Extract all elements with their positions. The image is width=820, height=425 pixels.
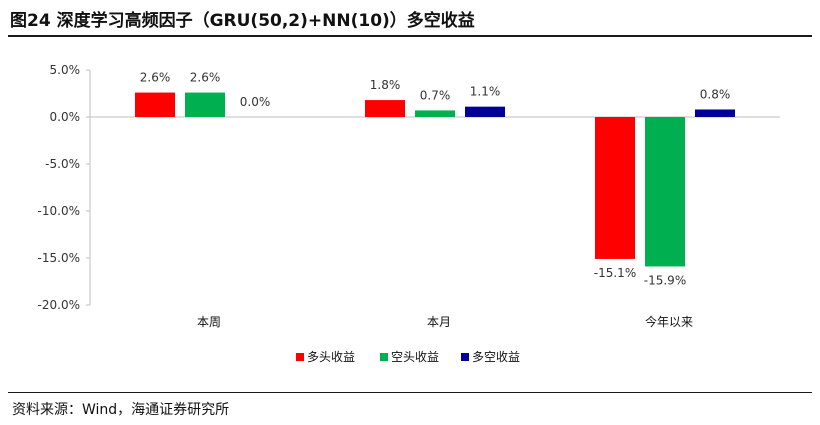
source-note: 资料来源：Wind，海通证券研究所 <box>12 402 230 418</box>
bar <box>645 117 685 267</box>
title-divider <box>8 35 812 37</box>
legend-swatch <box>380 353 388 361</box>
legend-swatch <box>461 353 469 361</box>
data-label: 2.6% <box>190 71 221 85</box>
bar <box>695 109 735 117</box>
bar <box>595 117 635 259</box>
data-label: 0.0% <box>240 95 271 109</box>
bar <box>185 92 225 117</box>
legend-label: 多头收益 <box>307 350 355 364</box>
y-tick-label: 5.0% <box>50 63 81 77</box>
y-tick-label: -20.0% <box>38 298 80 312</box>
bar <box>415 110 455 117</box>
y-tick-label: -5.0% <box>45 157 80 171</box>
y-tick-label: -10.0% <box>38 204 80 218</box>
data-label: 0.8% <box>700 87 731 101</box>
x-category-label: 本月 <box>427 315 451 329</box>
bar <box>135 92 175 117</box>
chart-title: 图24 深度学习高频因子（GRU(50,2)+NN(10)）多空收益 <box>10 11 475 31</box>
legend-label: 空头收益 <box>391 350 439 364</box>
data-label: 1.1% <box>470 85 501 99</box>
data-label: 0.7% <box>420 88 451 102</box>
data-label: 1.8% <box>370 78 401 92</box>
legend-swatch <box>296 353 304 361</box>
data-label: -15.1% <box>594 266 636 280</box>
bar <box>365 100 405 117</box>
legend-label: 多空收益 <box>472 350 520 364</box>
bar-chart: 5.0% 0.0% -5.0% -10.0% -15.0% -20.0% 2.6% 2.6% 0… <box>38 63 780 364</box>
bar <box>465 106 505 117</box>
data-label: 2.6% <box>140 71 171 85</box>
y-tick-label: 0.0% <box>50 110 81 124</box>
y-tick-label: -15.0% <box>38 251 80 265</box>
data-label: -15.9% <box>644 273 686 287</box>
x-category-label: 今年以来 <box>645 314 693 329</box>
x-category-label: 本周 <box>197 315 221 329</box>
footer-divider <box>8 392 812 393</box>
